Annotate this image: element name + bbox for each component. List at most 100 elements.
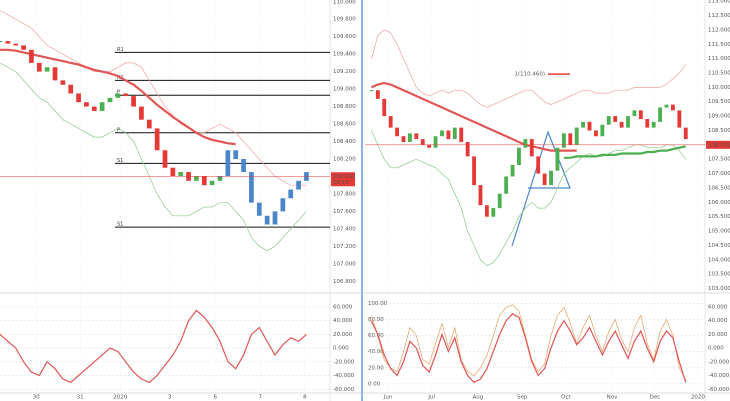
candle (194, 176, 199, 181)
candle (619, 121, 624, 128)
x-tick-label: Jun (383, 395, 393, 401)
x-tick-label: 6 (214, 395, 218, 401)
y-tick-label: 107.000 (708, 171, 730, 177)
candle (446, 130, 451, 140)
candle (440, 130, 444, 137)
candle (683, 127, 688, 140)
y-tick-label: 108.800 (333, 104, 356, 110)
x-tick-label: 31 (77, 395, 84, 401)
y2-tick-label: 0.000 (708, 346, 724, 352)
candle (60, 80, 66, 85)
candle (536, 156, 541, 174)
candle (131, 96, 136, 107)
candle (162, 150, 168, 168)
candle (68, 84, 74, 94)
y-tick-label: 109.800 (333, 17, 356, 23)
candle (472, 156, 476, 186)
pivot-label: R1 (117, 47, 124, 53)
candle (21, 45, 26, 50)
candle (497, 193, 502, 209)
y-tick-label: 109.200 (333, 69, 356, 75)
x-tick-label: 30 (33, 395, 40, 401)
x-tick-label: 2020 (691, 395, 705, 401)
y-tick-label: -20.000 (333, 359, 355, 365)
candle (638, 110, 643, 119)
y-tick-label: 106.800 (333, 279, 356, 285)
y-tick-label: 108.500 (708, 128, 730, 134)
y-tick-label: 104.500 (708, 243, 730, 249)
candle (510, 164, 515, 177)
candle (44, 67, 50, 72)
y-tick-label: 40.000 (333, 318, 353, 324)
series-line (371, 29, 687, 108)
y2-tick-label: -60.000 (708, 387, 730, 393)
annotation-label: 1(110.460) (514, 72, 545, 78)
pivot-label: S1 (117, 158, 123, 164)
candle (139, 106, 144, 120)
series-line (370, 81, 577, 152)
candle (664, 104, 669, 108)
pivot-label: S1 (117, 222, 123, 228)
price-label: 108.001 (708, 142, 730, 148)
candle (587, 121, 592, 131)
series-line (0, 62, 307, 252)
candle (452, 127, 457, 140)
candle (606, 116, 611, 125)
candle (178, 172, 184, 177)
candle (217, 176, 223, 181)
y-tick-label: 40.00 (368, 349, 384, 355)
y-tick-label: 60.00 (368, 333, 384, 339)
candle (36, 62, 42, 72)
candle (626, 116, 630, 128)
candle (465, 141, 470, 157)
y-tick-label: 106.500 (708, 185, 730, 191)
candle (13, 43, 19, 46)
y-tick-label: 100.00 (368, 301, 388, 307)
candle (241, 158, 246, 173)
y-tick-label: 103.500 (708, 272, 730, 278)
candle (677, 110, 682, 128)
candle (420, 139, 425, 145)
y2-tick-label: -20.000 (708, 359, 730, 365)
candle (491, 208, 496, 217)
x-tick-label: Aug (473, 395, 484, 401)
y-tick-label: 107.400 (333, 226, 356, 232)
candle (388, 116, 393, 128)
candle (52, 67, 58, 81)
x-tick-label: Sep (517, 395, 528, 401)
y-tick-label: 104.000 (708, 257, 730, 263)
y-tick-label: 107.500 (708, 157, 730, 163)
candle (504, 176, 509, 194)
candle (433, 136, 438, 148)
candle (107, 97, 113, 103)
candle (594, 130, 598, 137)
y-tick-label: 0.00 (368, 381, 381, 387)
candle (146, 119, 152, 129)
y-tick-label: 105.000 (708, 229, 730, 235)
candle (264, 215, 270, 225)
y2-tick-label: -40.000 (708, 373, 730, 379)
y-tick-label: 110.000 (708, 85, 730, 91)
price-label: 108.002 (333, 174, 356, 180)
y-tick-label: 107.200 (333, 244, 356, 250)
candle (154, 128, 160, 151)
candle (613, 116, 618, 122)
candle (574, 127, 579, 145)
candle (0, 41, 3, 43)
candle (201, 176, 207, 186)
candle (225, 150, 231, 177)
y-tick-label: 110.500 (708, 71, 730, 77)
candle (529, 139, 534, 157)
candle (115, 93, 121, 98)
y-tick-label: 111.000 (708, 56, 730, 62)
candle (651, 121, 656, 128)
candle (296, 180, 301, 190)
candle (249, 172, 254, 203)
pivot-label: P (117, 127, 120, 133)
y-tick-label: 111.500 (708, 42, 730, 48)
y-tick-label: 107.000 (333, 261, 356, 267)
candle (170, 167, 176, 177)
x-tick-label: Dec (650, 395, 661, 401)
candle (209, 180, 215, 186)
